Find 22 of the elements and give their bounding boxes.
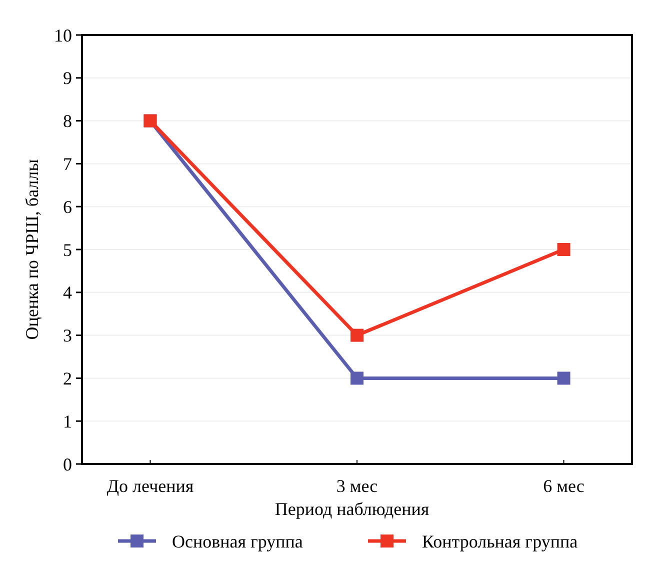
- x-axis-title: Период наблюдения: [274, 499, 430, 519]
- y-tick-label: 10: [54, 25, 72, 46]
- y-tick-label: 2: [63, 368, 72, 388]
- x-tick-label: 3 мес: [336, 476, 378, 496]
- y-tick-label: 8: [63, 111, 72, 132]
- point: [557, 372, 570, 385]
- x-tick-label: 6 мес: [543, 476, 584, 496]
- y-tick-label: 1: [63, 411, 72, 432]
- y-tick-label: 0: [63, 454, 72, 474]
- point: [350, 328, 364, 342]
- point: [557, 243, 570, 256]
- y-tick-label: 6: [63, 196, 72, 217]
- y-tick-label: 3: [63, 326, 72, 346]
- y-tick-label: 9: [63, 68, 72, 88]
- legend-label: Основная группа: [172, 531, 303, 552]
- legend-label: Контрольная группа: [422, 531, 578, 552]
- x-tick-label: До лечения: [106, 476, 194, 496]
- y-tick-label: 5: [63, 240, 72, 260]
- y-axis-title: Оценка по ЧРШ, баллы: [22, 159, 42, 340]
- y-tick-label: 7: [63, 154, 72, 174]
- y-tick-label: 4: [63, 282, 72, 303]
- point: [350, 372, 364, 385]
